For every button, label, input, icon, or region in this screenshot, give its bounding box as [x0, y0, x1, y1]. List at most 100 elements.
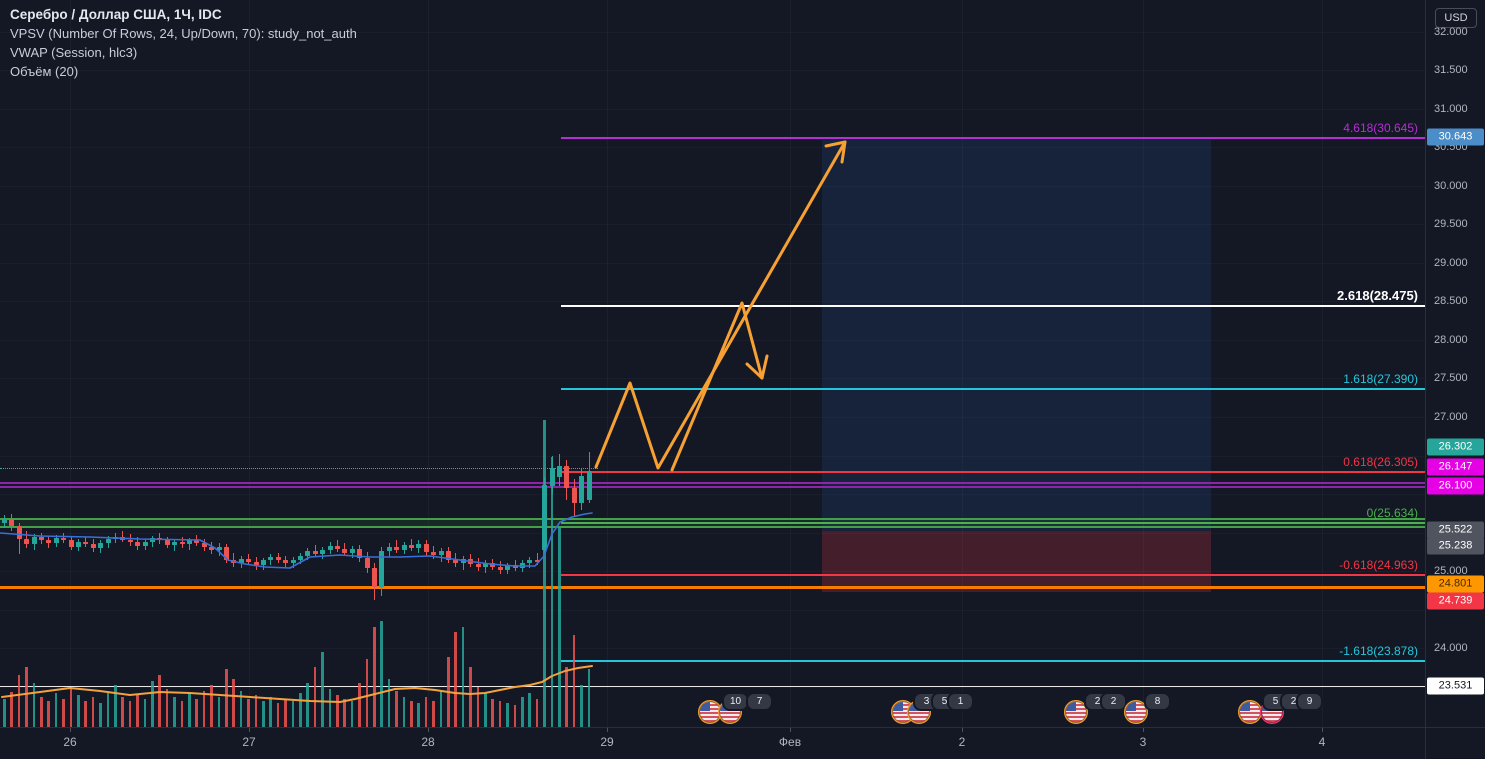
symbol-title[interactable]: Серебро / Доллар США, 1Ч, IDC: [10, 7, 222, 22]
time-label-28: 28: [421, 735, 435, 749]
gridline-vertical: [1322, 0, 1323, 727]
fib-label--1.618(23.878)[interactable]: -1.618(23.878): [1339, 644, 1418, 658]
volume-bar: [3, 699, 6, 727]
time-tick: [249, 728, 250, 732]
candle-body: [275, 557, 281, 560]
candle-body: [379, 551, 385, 587]
volume-bar: [299, 693, 302, 727]
candle-body: [290, 560, 296, 563]
volume-bar: [10, 692, 13, 727]
fib-line-1.618(27.390)[interactable]: [561, 388, 1425, 390]
fib-label-0.618(26.305)[interactable]: 0.618(26.305): [1343, 455, 1418, 469]
white-level-23.531-line[interactable]: [0, 686, 1425, 687]
candle-wick: [462, 556, 464, 570]
us-flag-icon[interactable]: [700, 702, 720, 722]
fib-label-1.618(27.390)[interactable]: 1.618(27.390): [1343, 372, 1418, 386]
volume-ma-line[interactable]: [1, 665, 593, 703]
fib-line-4.618(30.645)[interactable]: [561, 137, 1425, 139]
price-tick-28.500: 28.500: [1434, 295, 1468, 307]
fib-line-2.618(28.475)[interactable]: [561, 305, 1425, 307]
fib-label-0(25.634)[interactable]: 0(25.634): [1366, 506, 1418, 520]
event-marker-group[interactable]: 10 7: [698, 692, 780, 727]
volume-bar: [128, 701, 132, 727]
fib-label-2.618(28.475)[interactable]: 2.618(28.475): [1337, 288, 1418, 303]
time-tick: [1322, 728, 1323, 732]
fib-label--0.618(24.963)[interactable]: -0.618(24.963): [1339, 558, 1418, 572]
fib-label-4.618(30.645)[interactable]: 4.618(30.645): [1343, 121, 1418, 135]
indicator-vpsv[interactable]: VPSV (Number Of Rows, 24, Up/Down, 70): …: [10, 26, 357, 41]
candle-body: [542, 485, 548, 550]
volume-bar: [284, 699, 287, 727]
fib-line-0(25.634)[interactable]: [561, 522, 1425, 524]
price-label-23.531: 23.531: [1427, 677, 1484, 695]
purple-level-26.147-line[interactable]: [0, 482, 1425, 484]
stop-zone-box[interactable]: [822, 531, 1211, 592]
fib-line--0.618(24.963)[interactable]: [561, 574, 1425, 576]
price-tick-25.000: 25.000: [1434, 565, 1468, 577]
gridline-horizontal: [0, 224, 1425, 225]
gridline-vertical: [249, 0, 250, 727]
gridline-horizontal: [0, 417, 1425, 418]
purple-level-26.100-line[interactable]: [0, 486, 1425, 488]
time-label-27: 27: [242, 735, 256, 749]
candle-body: [187, 540, 192, 544]
event-count-badge: 7: [746, 692, 773, 711]
gridline-horizontal: [0, 70, 1425, 71]
event-ring: [1064, 700, 1088, 724]
gridline-horizontal: [0, 378, 1425, 379]
prev-vwap-dotted-line[interactable]: [0, 468, 598, 469]
volume-bar: [565, 667, 568, 727]
indicator-volume[interactable]: Объём (20): [10, 64, 79, 79]
us-flag-icon[interactable]: [1126, 702, 1146, 722]
projection-arrow-5[interactable]: [760, 354, 769, 380]
volume-bar: [313, 667, 317, 727]
volume-bar: [180, 701, 184, 727]
volume-bar: [121, 697, 124, 727]
green-level-upper-line[interactable]: [0, 518, 1425, 520]
price-axis[interactable]: USD 32.000 31.500 31.000 30.500 30.000 29.500…: [1425, 0, 1485, 727]
vwap-line[interactable]: [0, 512, 593, 569]
candle-body: [201, 543, 207, 547]
time-label-Фев: Фев: [778, 735, 802, 749]
gridline-horizontal: [0, 687, 1425, 688]
gridline-horizontal: [0, 571, 1425, 572]
candle-body: [127, 540, 133, 542]
projection-arrow-4[interactable]: [745, 362, 764, 380]
projection-arrow-2[interactable]: [824, 140, 847, 148]
candle-body: [320, 550, 326, 554]
candle-body: [2, 519, 7, 523]
volume-bar: [239, 691, 243, 727]
candle-body: [24, 539, 30, 544]
us-flag-icon[interactable]: [1240, 702, 1260, 722]
gridline-vertical: [70, 0, 71, 727]
us-flag-icon[interactable]: [1066, 702, 1086, 722]
candle-body: [446, 551, 451, 560]
projection-arrow-0[interactable]: [594, 140, 847, 470]
green-level-lower-line[interactable]: [0, 526, 1425, 528]
projection-arrow-1[interactable]: [670, 301, 764, 472]
projection-arrow-3[interactable]: [840, 140, 847, 164]
volume-bar: [62, 699, 65, 727]
currency-usd-button[interactable]: USD: [1435, 8, 1477, 28]
price-label-25.238: 25.238: [1427, 537, 1484, 555]
candle-wick: [536, 553, 538, 565]
fib-line--1.618(23.878)[interactable]: [561, 660, 1425, 662]
volume-bar: [210, 685, 213, 727]
orange-level-24.801-line[interactable]: [0, 586, 1425, 589]
candle-body: [349, 549, 355, 553]
event-marker-group[interactable]: 8: [1124, 692, 1206, 727]
candle-body: [76, 542, 81, 547]
time-axis[interactable]: 26 27 28 29 Фев 2 3 4: [0, 727, 1425, 759]
target-zone-box[interactable]: [822, 140, 1211, 531]
candle-body: [164, 540, 170, 545]
gridline-horizontal: [0, 648, 1425, 649]
volume-bar: [158, 675, 161, 727]
fib-line-0.618(26.305)[interactable]: [561, 471, 1425, 473]
indicator-vwap[interactable]: VWAP (Session, hlc3): [10, 45, 138, 60]
candle-body: [268, 557, 274, 560]
chart-pane[interactable]: 4.618(30.645) 2.618(28.475) 1.618(27.390) 0…: [0, 0, 1425, 727]
volume-bar: [506, 703, 509, 727]
